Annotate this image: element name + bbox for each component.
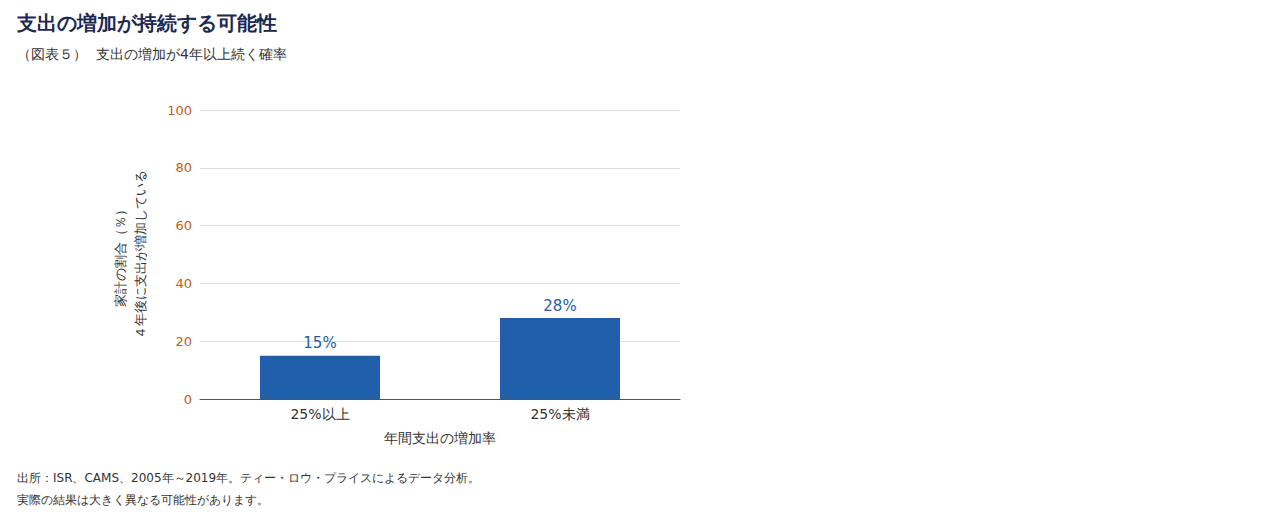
- svg-text:28%: 28%: [543, 297, 576, 315]
- svg-text:実際の結果は大きく異なる可能性があります。: 実際の結果は大きく異なる可能性があります。: [17, 493, 269, 507]
- svg-text:20: 20: [175, 334, 192, 349]
- svg-text:15%: 15%: [303, 334, 336, 352]
- svg-text:（図表５） 支出の増加が4年以上続く確率: （図表５） 支出の増加が4年以上続く確率: [17, 46, 287, 62]
- svg-text:40: 40: [175, 276, 192, 291]
- svg-text:出所：ISR、CAMS、2005年～2019年。ティー・ロウ: 出所：ISR、CAMS、2005年～2019年。ティー・ロウ・プライスによるデー…: [17, 471, 480, 485]
- svg-text:家計の割合（％）: 家計の割合（％）: [113, 203, 128, 307]
- svg-text:0: 0: [184, 392, 192, 407]
- svg-text:80: 80: [175, 160, 192, 175]
- svg-text:25%未満: 25%未満: [530, 406, 589, 422]
- svg-text:支出の増加が持続する可能性: 支出の増加が持続する可能性: [16, 11, 277, 35]
- svg-text:25%以上: 25%以上: [290, 406, 349, 422]
- svg-text:100: 100: [167, 103, 192, 118]
- svg-text:４年後に支出が増加している: ４年後に支出が増加している: [133, 170, 148, 339]
- svg-text:年間支出の増加率: 年間支出の増加率: [384, 430, 496, 446]
- svg-text:60: 60: [175, 218, 192, 233]
